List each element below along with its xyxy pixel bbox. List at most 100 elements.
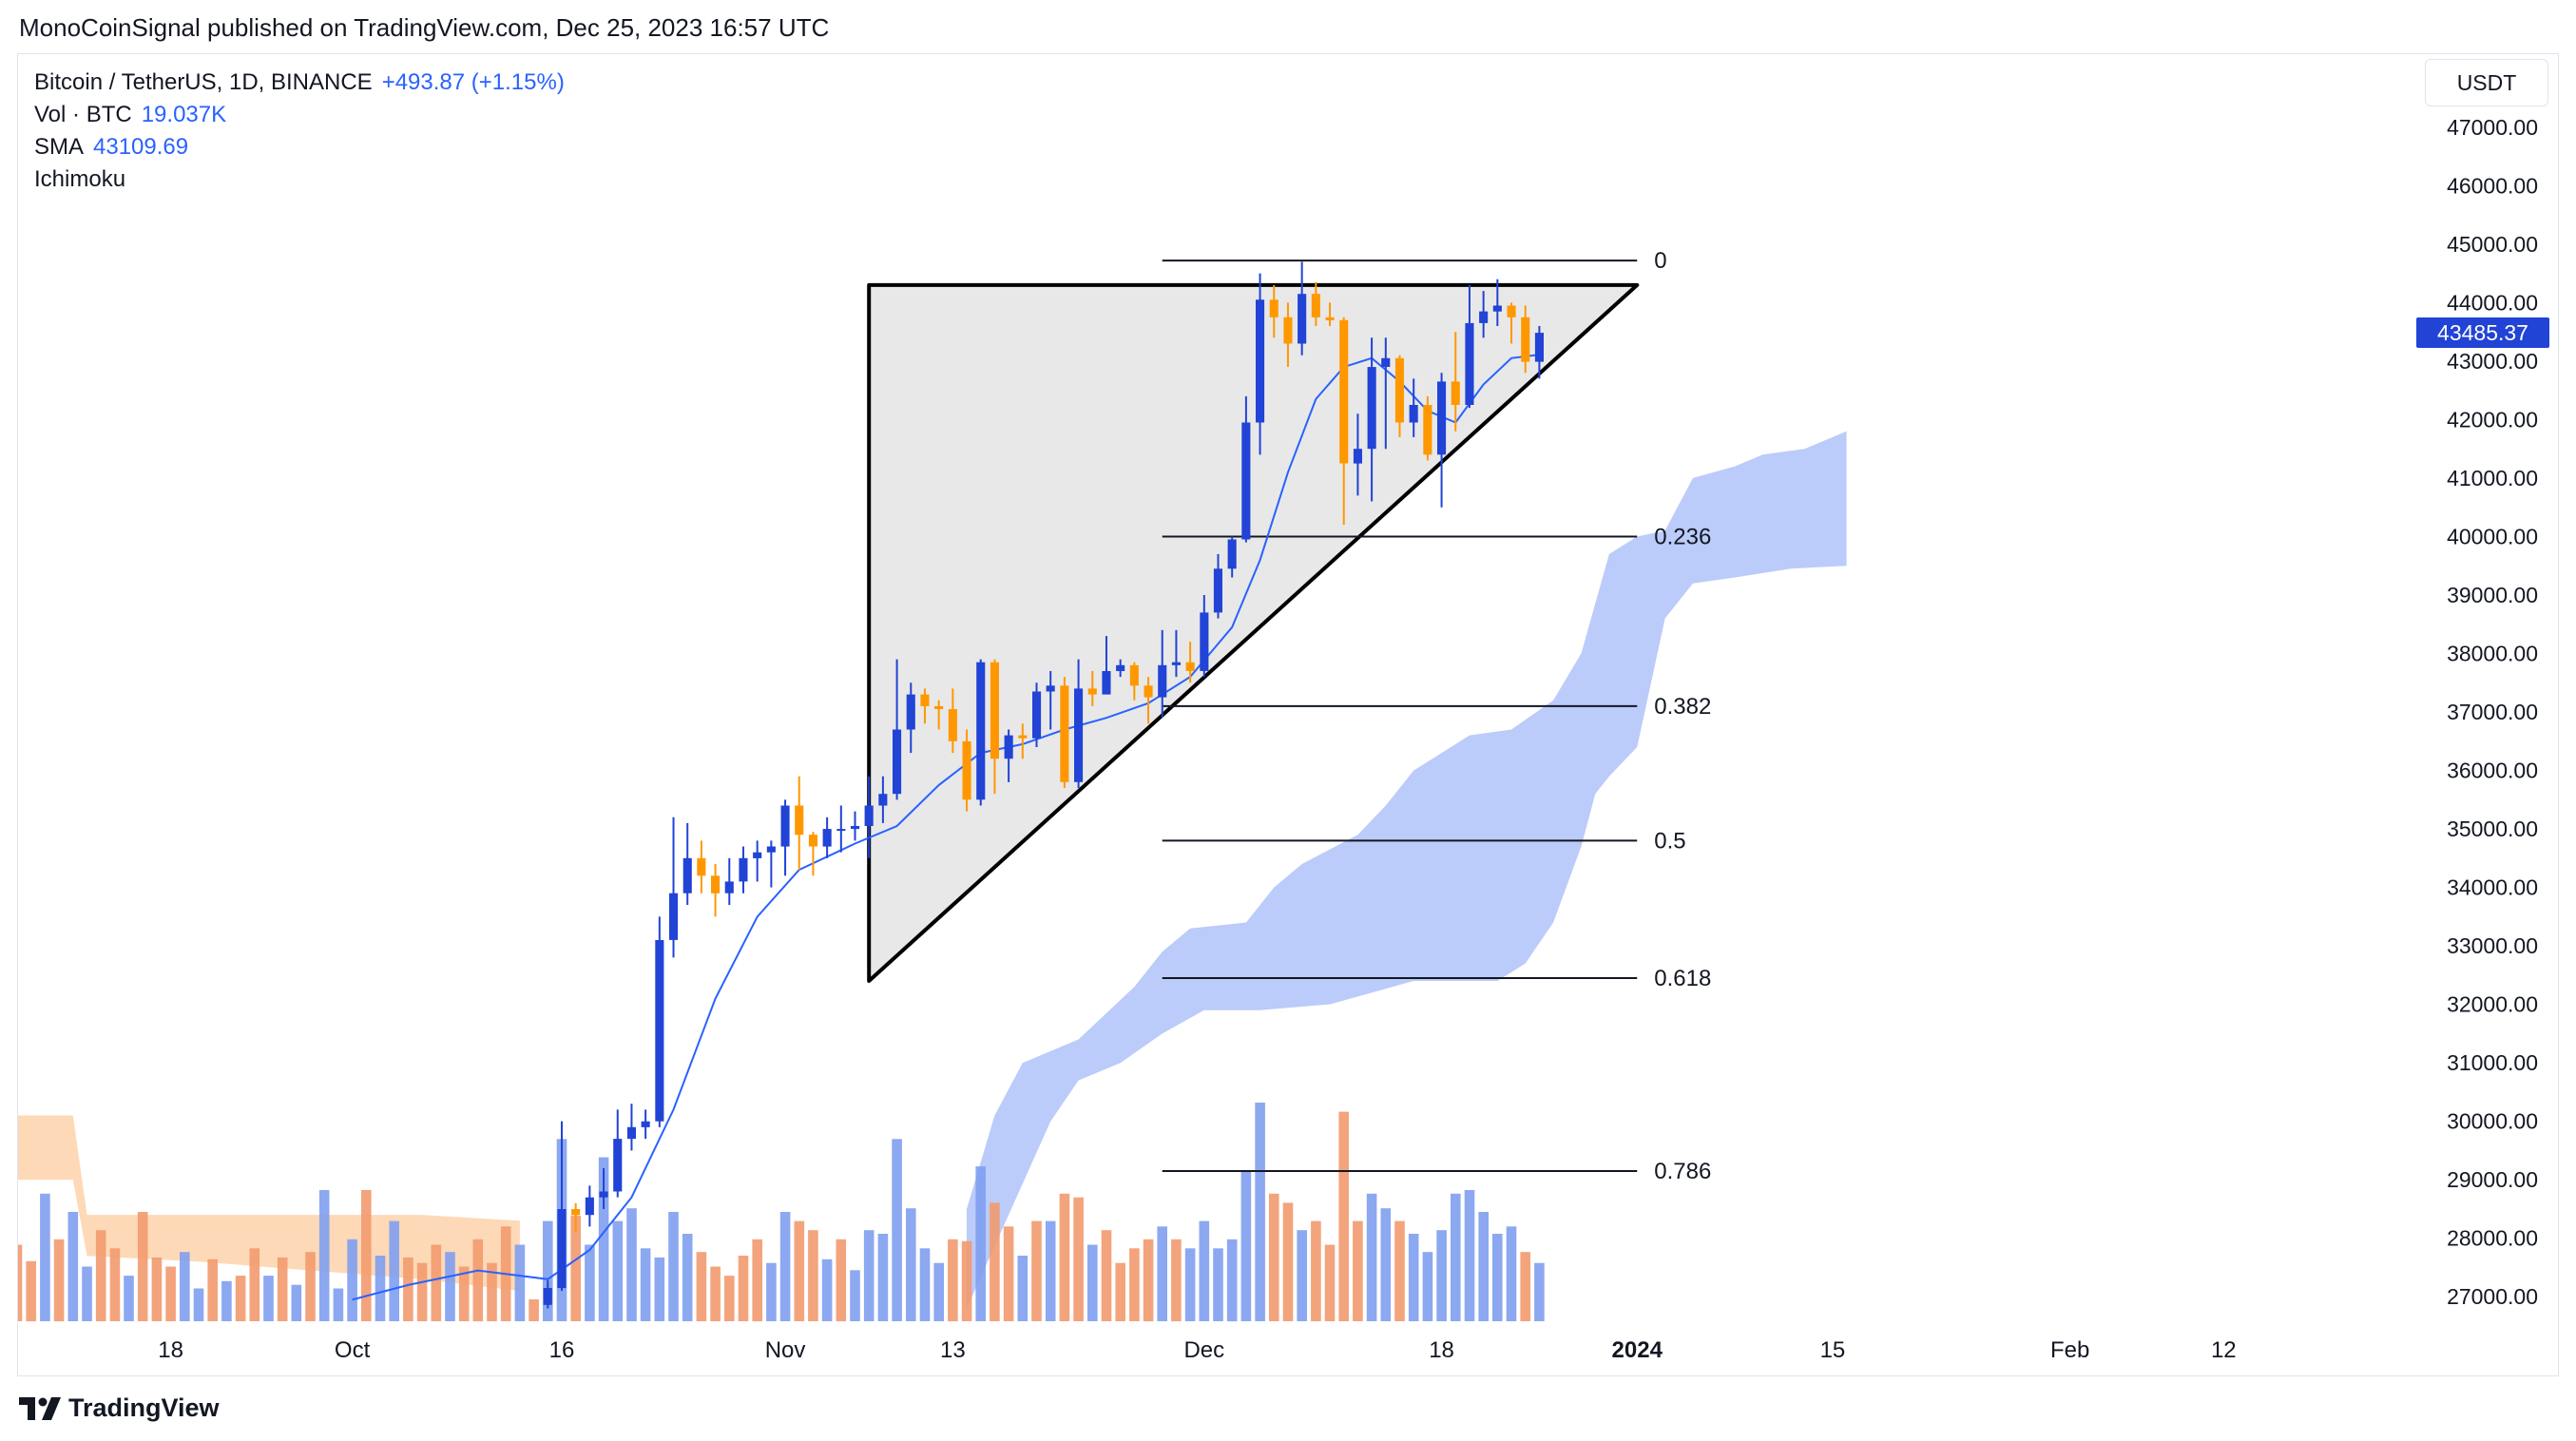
fib-level-label: 0.382 bbox=[1654, 694, 1711, 720]
candle-body bbox=[1256, 299, 1265, 423]
volume-bar bbox=[514, 1244, 526, 1321]
volume-bar bbox=[1184, 1248, 1196, 1321]
volume-bar bbox=[1282, 1202, 1294, 1321]
y-tick-label: 43000.00 bbox=[2447, 349, 2538, 374]
candle-body bbox=[822, 829, 832, 847]
x-tick-label: Oct bbox=[335, 1337, 371, 1363]
y-tick-label: 30000.00 bbox=[2447, 1109, 2538, 1134]
candle-body bbox=[571, 1209, 581, 1216]
candle-body bbox=[1423, 405, 1432, 455]
candle-body bbox=[1200, 612, 1209, 671]
volume-bar bbox=[277, 1257, 288, 1321]
publisher-banner: MonoCoinSignal published on TradingView.… bbox=[19, 13, 830, 42]
volume-bar bbox=[1143, 1239, 1154, 1322]
price-change: +493.87 (+1.15%) bbox=[381, 69, 565, 95]
volume-bar bbox=[165, 1266, 176, 1321]
volume-bar bbox=[696, 1252, 707, 1321]
y-tick-label: 36000.00 bbox=[2447, 759, 2538, 783]
legend-sma-row[interactable]: SMA 43109.69 bbox=[34, 131, 565, 163]
y-tick-label: 37000.00 bbox=[2447, 700, 2538, 724]
y-tick-label: 44000.00 bbox=[2447, 290, 2538, 315]
volume-bar bbox=[668, 1212, 679, 1321]
x-tick-label: 15 bbox=[1820, 1337, 1846, 1363]
y-tick-label: 46000.00 bbox=[2447, 173, 2538, 198]
candle-body bbox=[1074, 688, 1084, 782]
legend-volume-row[interactable]: Vol · BTC 19.037K bbox=[34, 99, 565, 131]
volume-bar bbox=[333, 1288, 344, 1321]
candle-body bbox=[1129, 664, 1139, 686]
volume-bar bbox=[40, 1193, 50, 1321]
volume-bar bbox=[1017, 1256, 1028, 1321]
volume-bar bbox=[850, 1270, 860, 1321]
candle-body bbox=[1394, 357, 1404, 423]
x-tick-label: 12 bbox=[2211, 1337, 2237, 1363]
volume-bar bbox=[472, 1239, 484, 1322]
volume-bar bbox=[207, 1258, 218, 1321]
candle-body bbox=[1353, 449, 1362, 464]
volume-bar bbox=[1226, 1239, 1238, 1322]
y-tick-label: 27000.00 bbox=[2447, 1284, 2538, 1309]
volume-bar bbox=[458, 1266, 470, 1321]
candle-body bbox=[864, 805, 874, 826]
volume-bar bbox=[919, 1248, 931, 1321]
volume-bar bbox=[1171, 1239, 1182, 1322]
volume-bar bbox=[1003, 1226, 1014, 1321]
x-tick-label: Dec bbox=[1183, 1337, 1224, 1363]
tradingview-logo[interactable]: TradingView bbox=[19, 1393, 220, 1423]
candle-body bbox=[1437, 381, 1447, 455]
y-tick-label: 47000.00 bbox=[2447, 115, 2538, 140]
fib-level-label: 0.786 bbox=[1654, 1159, 1711, 1184]
volume-bar bbox=[1045, 1220, 1056, 1321]
candle-body bbox=[893, 729, 902, 795]
tradingview-brand: TradingView bbox=[68, 1393, 220, 1422]
candle-body bbox=[669, 893, 679, 940]
volume-bar bbox=[305, 1252, 316, 1321]
ichimoku-cloud-bullish bbox=[967, 431, 1847, 1309]
candle-body bbox=[1339, 319, 1349, 464]
legend-symbol-row[interactable]: Bitcoin / TetherUS, 1D, BINANCE +493.87 (… bbox=[34, 67, 565, 99]
volume-bar bbox=[1520, 1252, 1530, 1321]
volume-bar bbox=[1464, 1190, 1475, 1321]
volume-bar bbox=[863, 1230, 875, 1321]
x-tick-label: 13 bbox=[940, 1337, 966, 1363]
legend-ichimoku-row[interactable]: Ichimoku bbox=[34, 163, 565, 196]
volume-bar bbox=[585, 1244, 595, 1321]
chart-legend: Bitcoin / TetherUS, 1D, BINANCE +493.87 (… bbox=[34, 67, 565, 196]
volume-bar bbox=[445, 1252, 455, 1321]
candle-body bbox=[878, 794, 888, 806]
y-tick-label: 35000.00 bbox=[2447, 817, 2538, 841]
volume-label: Vol · BTC bbox=[34, 102, 132, 127]
last-price-tag bbox=[2416, 317, 2549, 349]
volume-bar bbox=[1380, 1208, 1392, 1321]
volume-bar bbox=[612, 1220, 624, 1321]
volume-bar bbox=[416, 1262, 428, 1321]
y-tick-label: 32000.00 bbox=[2447, 992, 2538, 1017]
candle-body bbox=[1325, 317, 1335, 320]
candle-body bbox=[795, 805, 804, 836]
candle-body bbox=[1185, 662, 1195, 671]
volume-bar bbox=[1534, 1262, 1545, 1321]
volume-bar bbox=[1311, 1220, 1321, 1321]
candle-body bbox=[1507, 305, 1516, 317]
candle-body bbox=[711, 875, 721, 893]
volume-bar bbox=[990, 1202, 1000, 1321]
currency-button[interactable]: USDT bbox=[2425, 59, 2548, 106]
volume-bar bbox=[1115, 1262, 1125, 1321]
volume-bar bbox=[626, 1208, 637, 1321]
x-tick-label: 2024 bbox=[1612, 1337, 1663, 1363]
volume-bar bbox=[82, 1266, 92, 1321]
volume-bar bbox=[1478, 1212, 1489, 1321]
candle-body bbox=[1102, 671, 1111, 695]
volume-bar bbox=[1408, 1234, 1419, 1321]
x-tick-label: Nov bbox=[765, 1337, 806, 1363]
volume-bar bbox=[1366, 1193, 1377, 1321]
candle-body bbox=[753, 852, 762, 858]
y-tick-label: 42000.00 bbox=[2447, 407, 2538, 432]
chart-frame bbox=[17, 53, 2559, 1376]
volume-bar bbox=[1213, 1248, 1223, 1321]
volume-bar bbox=[1422, 1252, 1433, 1321]
candle-body bbox=[1451, 381, 1460, 405]
volume-bar bbox=[18, 1244, 23, 1321]
volume-bar bbox=[291, 1284, 302, 1321]
